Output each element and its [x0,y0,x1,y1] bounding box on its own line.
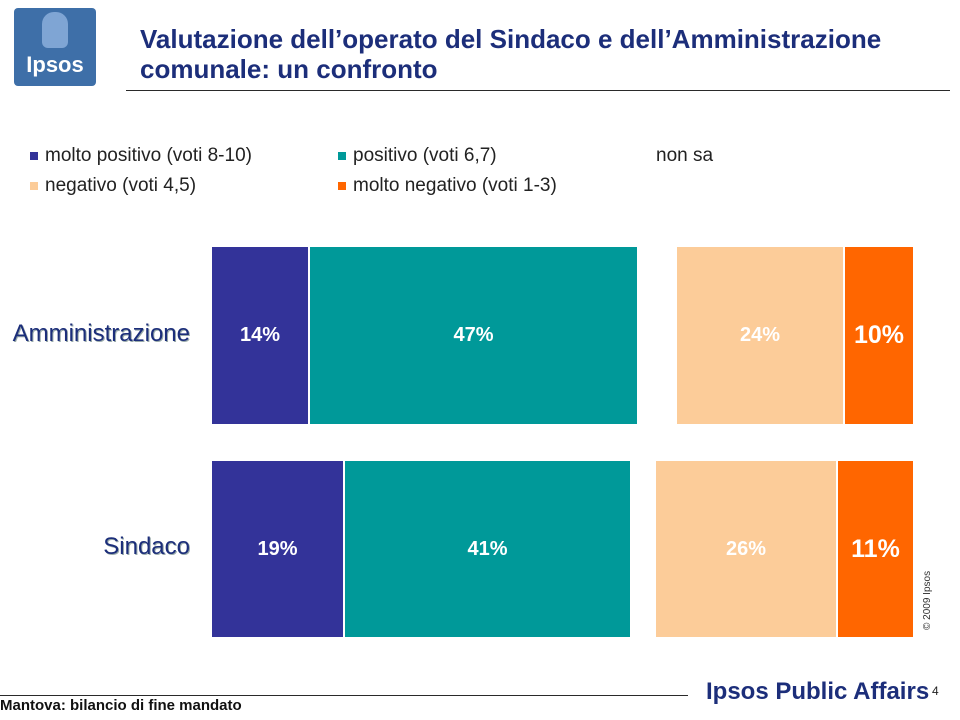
legend-item-molto-positivo: molto positivo (voti 8-10) [30,145,252,167]
title-divider [126,90,950,91]
slide-title: Valutazione dell’operato del Sindaco e d… [140,24,882,84]
bar-segment: 11% [838,461,913,637]
bar-segment: 19% [212,461,343,637]
bar-value-label: 14% [239,324,281,346]
legend-label: non sa [656,145,714,166]
ipsos-logo: Ipsos [14,8,96,86]
bar-value-label: 10% [853,321,905,349]
legend-label: molto positivo (voti 8-10) [45,145,252,166]
page-number: 4 [932,684,939,698]
category-label: Sindaco [103,533,190,560]
bar-value-label: 11% [851,534,900,563]
legend-label: negativo (voti 4,5) [45,175,197,196]
legend-item-negativo: negativo (voti 4,5) [30,175,196,197]
bar-segment: 47% [310,247,637,424]
legend-swatch [30,182,38,190]
bar-segment: 26% [656,461,836,637]
legend-swatch [338,182,346,190]
bar-value-label: 26% [725,537,767,560]
bar-segment: 41% [345,461,630,637]
legend-item-non-sa: non sa [656,145,713,167]
logo-text: Ipsos [26,52,84,77]
legend-item-positivo: positivo (voti 6,7) [338,145,497,167]
copyright-text: © 2009 Ipsos [922,570,933,630]
footer-divider [0,695,688,696]
bar-value-label: 24% [739,324,781,346]
bar-value-label: 41% [467,537,508,560]
bar-segment: 10% [845,247,913,424]
bar-value-label: 19% [257,537,298,560]
legend-swatch [30,152,38,160]
legend-label: molto negativo (voti 1-3) [353,175,557,196]
legend-swatch [338,152,346,160]
footer-text: Mantova: bilancio di fine mandato [0,697,242,714]
legend-item-molto-negativo: molto negativo (voti 1-3) [338,175,557,197]
category-label: Amministrazione [12,319,190,347]
legend-label: positivo (voti 6,7) [353,145,497,166]
bar-segment: 24% [677,247,843,424]
bar-segment: 14% [212,247,308,424]
brand-name: Ipsos Public Affairs [706,678,930,705]
bar-value-label: 47% [453,324,494,346]
logo-head-icon [42,12,68,48]
